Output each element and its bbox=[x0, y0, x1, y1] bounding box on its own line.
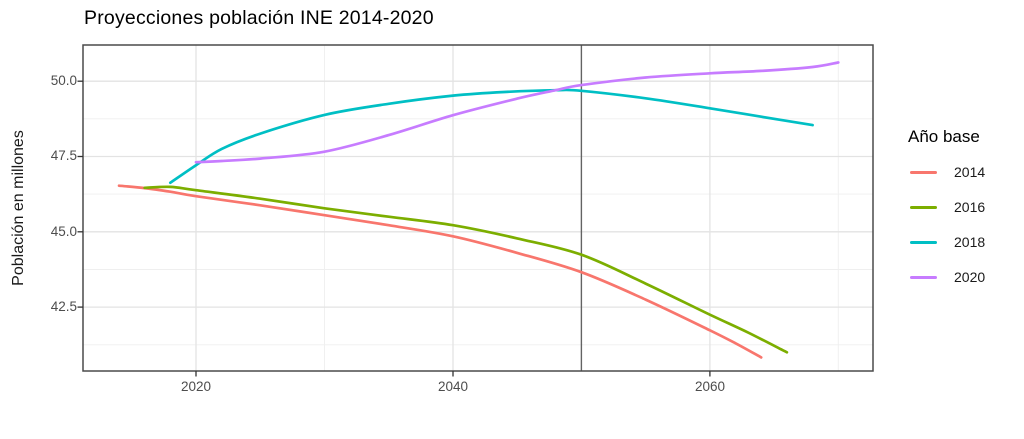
legend-label: 2018 bbox=[954, 234, 986, 250]
series-line-2020 bbox=[194, 61, 840, 164]
series-line-2018 bbox=[168, 88, 814, 185]
legend-title: Año base bbox=[908, 127, 980, 146]
series-line-2014 bbox=[117, 184, 763, 359]
legend-label: 2014 bbox=[954, 164, 986, 180]
legend-key-line bbox=[910, 275, 937, 279]
x-tick-label: 2020 bbox=[180, 379, 212, 394]
y-tick-label: 47.5 bbox=[50, 148, 77, 163]
y-tick-label: 42.5 bbox=[50, 299, 77, 314]
y-tick-label: 50.0 bbox=[50, 73, 77, 88]
legend-label: 2020 bbox=[954, 269, 986, 285]
legend-entry-2020: 2020 bbox=[910, 267, 985, 287]
legend-key-line bbox=[910, 240, 937, 244]
x-tick-label: 2060 bbox=[694, 379, 726, 394]
panel-background bbox=[83, 45, 873, 371]
legend-key-line bbox=[910, 205, 937, 209]
legend: Año base 2014 2016 2018 2020 bbox=[908, 127, 1020, 285]
legend-label: 2016 bbox=[954, 199, 986, 215]
legend-entry-2014: 2014 bbox=[910, 162, 985, 182]
series-line-2016 bbox=[143, 185, 789, 354]
y-axis-title: Población en millones bbox=[10, 130, 27, 286]
x-tick-label: 2040 bbox=[437, 379, 469, 394]
y-tick-label: 45.0 bbox=[50, 224, 77, 239]
chart-title: Proyecciones población INE 2014-2020 bbox=[84, 7, 434, 29]
legend-key-line bbox=[910, 170, 937, 174]
legend-entry-2018: 2018 bbox=[910, 232, 985, 252]
panel-border bbox=[82, 44, 874, 372]
legend-entry-2016: 2016 bbox=[910, 197, 985, 217]
